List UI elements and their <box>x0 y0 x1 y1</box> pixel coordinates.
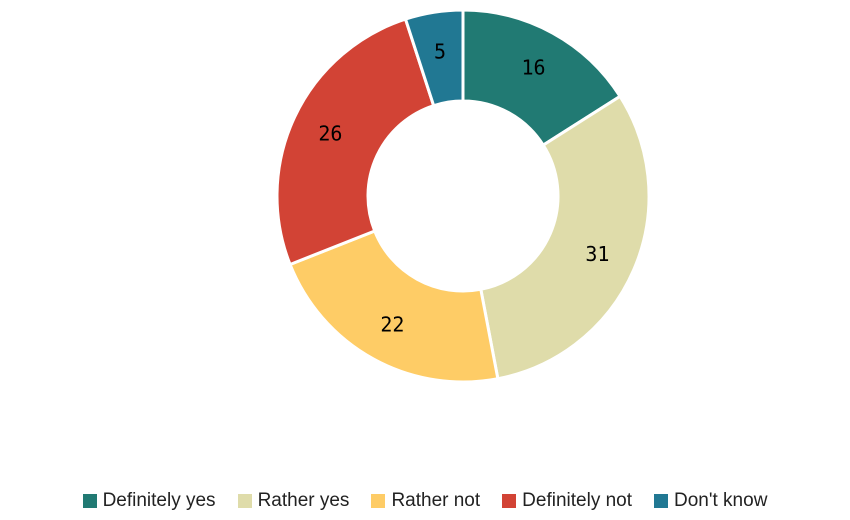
legend-label: Definitely yes <box>102 490 216 511</box>
legend-item: Definitely yes <box>82 490 216 512</box>
legend-label: Rather not <box>391 490 481 511</box>
legend-item: Don't know <box>654 490 767 512</box>
slice-value-label: 26 <box>318 122 342 146</box>
donut-slice-rather-not <box>288 229 500 384</box>
legend-label: Rather yes <box>257 490 350 511</box>
legend-swatch <box>237 494 252 508</box>
slice-value-label: 5 <box>434 39 446 63</box>
legend-swatch <box>654 494 669 508</box>
donut-slice-don-t-know <box>403 8 465 108</box>
donut-slice-rather-yes <box>479 94 651 381</box>
slice-value-label: 31 <box>585 242 609 266</box>
slice-value-label: 22 <box>380 312 404 336</box>
legend-swatch <box>371 494 386 508</box>
donut-slice-definitely-yes <box>461 8 623 148</box>
donut-chart: 16 31 22 26 5 <box>275 8 651 384</box>
legend-item: Rather not <box>371 490 480 512</box>
legend-label: Don't know <box>674 490 768 511</box>
legend-swatch <box>82 494 97 508</box>
legend-item: Definitely not <box>502 490 632 512</box>
chart-legend: Definitely yes Rather yes Rather not Defini… <box>0 486 850 516</box>
legend-swatch <box>502 494 517 508</box>
legend-item: Rather yes <box>237 490 350 512</box>
donut-chart-svg: 16 31 22 26 5 <box>275 8 651 384</box>
legend-label: Definitely not <box>522 490 633 511</box>
slice-value-label: 16 <box>522 56 546 80</box>
donut-slice-definitely-not <box>275 17 436 267</box>
